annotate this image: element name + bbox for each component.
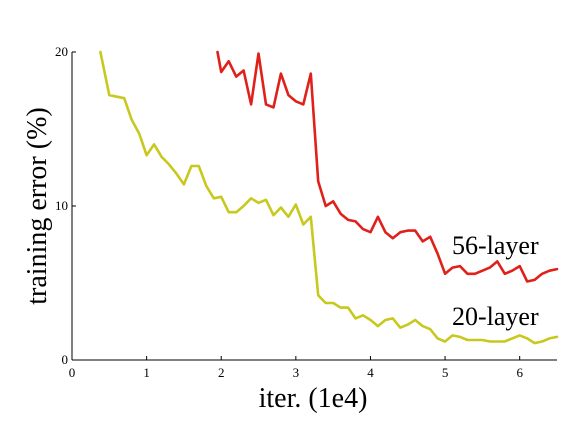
y-tick-label: 20 xyxy=(55,44,68,59)
x-tick-label: 1 xyxy=(143,365,150,380)
series-label-56-layer: 56-layer xyxy=(452,231,539,260)
series-line-56-layer xyxy=(216,50,559,283)
axes: 0 1 2 3 4 5 6 0 10 20 xyxy=(55,44,557,380)
x-tick-label: 0 xyxy=(69,365,76,380)
series-lines xyxy=(99,50,559,345)
x-tick-label: 4 xyxy=(367,365,374,380)
x-tick-label: 3 xyxy=(293,365,300,380)
y-axis-label: training error (%) xyxy=(22,107,53,304)
x-tick-label: 5 xyxy=(442,365,449,380)
y-tick-label: 0 xyxy=(62,352,69,367)
x-axis-label: iter. (1e4) xyxy=(259,383,368,414)
x-tick-label: 2 xyxy=(218,365,225,380)
x-tick-label: 6 xyxy=(516,365,523,380)
series-label-20-layer: 20-layer xyxy=(452,302,539,331)
y-tick-label: 10 xyxy=(55,198,68,213)
series-line-20-layer xyxy=(99,50,559,345)
labels: iter. (1e4) training error (%) 56-layer … xyxy=(22,107,539,414)
